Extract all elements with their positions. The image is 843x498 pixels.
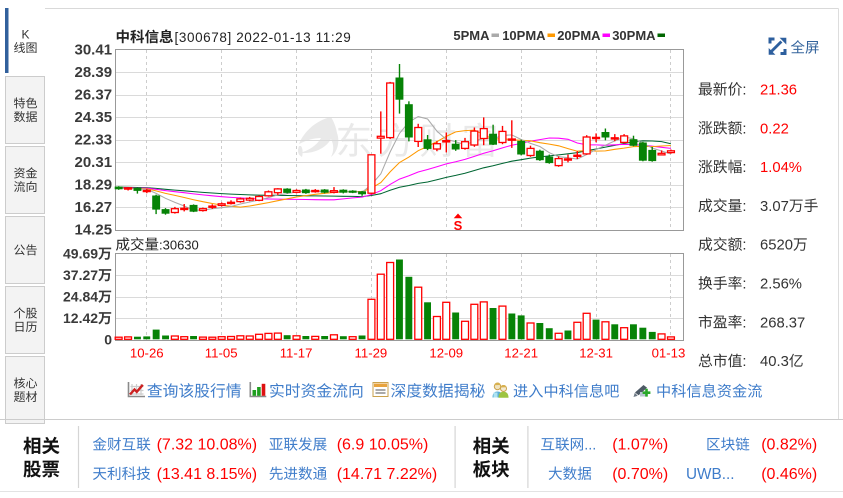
svg-text:11-17: 11-17: [280, 346, 313, 361]
svg-text:UWB...: UWB...: [686, 466, 734, 483]
svg-text::30630: :30630: [159, 238, 199, 253]
svg-text:12-09: 12-09: [429, 346, 463, 361]
svg-text:(0.82%): (0.82%): [761, 437, 817, 454]
svg-text:1.04%: 1.04%: [760, 160, 802, 176]
svg-text::: :: [742, 277, 746, 293]
svg-text:...: ...: [584, 438, 596, 454]
svg-text:(0.70%): (0.70%): [612, 466, 668, 483]
svg-text::: :: [742, 83, 746, 99]
svg-text:16.27: 16.27: [75, 199, 113, 216]
svg-text:0: 0: [104, 332, 112, 348]
svg-text:2.56%: 2.56%: [760, 277, 802, 293]
svg-text:10-26: 10-26: [130, 346, 164, 361]
svg-text:30.41: 30.41: [75, 42, 113, 59]
svg-text:37.27: 37.27: [63, 267, 98, 283]
svg-text:20PMA: 20PMA: [557, 28, 601, 43]
svg-text:(0.46%): (0.46%): [761, 466, 817, 483]
svg-text:10PMA: 10PMA: [502, 28, 546, 43]
svg-text:11-29: 11-29: [355, 346, 388, 361]
svg-text:20.31: 20.31: [75, 154, 113, 171]
svg-text:14.25: 14.25: [75, 222, 113, 239]
svg-text:12-21: 12-21: [504, 346, 538, 361]
svg-text:24.84: 24.84: [63, 289, 98, 305]
svg-text:(1.07%): (1.07%): [612, 437, 668, 454]
svg-text:[300678] 2022-01-13 11:29: [300678] 2022-01-13 11:29: [175, 30, 352, 45]
svg-text:11-05: 11-05: [205, 346, 238, 361]
svg-text:268.37: 268.37: [760, 315, 805, 331]
svg-text:6520: 6520: [760, 238, 793, 254]
svg-text::: :: [742, 121, 746, 137]
svg-text:(14.71 7.22%): (14.71 7.22%): [337, 466, 438, 483]
svg-text:12.42: 12.42: [63, 310, 98, 326]
svg-text:3.07: 3.07: [760, 199, 789, 215]
svg-text:(13.41 8.15%): (13.41 8.15%): [157, 466, 258, 483]
svg-text:40.3: 40.3: [760, 354, 789, 370]
svg-text::: :: [742, 160, 746, 176]
svg-text:18.29: 18.29: [75, 177, 113, 194]
svg-text::: :: [742, 199, 746, 215]
svg-text:K: K: [22, 28, 30, 42]
svg-text:0.22: 0.22: [760, 121, 789, 137]
svg-text:30PMA: 30PMA: [612, 28, 656, 43]
svg-text:49.69: 49.69: [63, 246, 98, 262]
svg-text:24.35: 24.35: [75, 109, 113, 126]
svg-text:01-13: 01-13: [652, 346, 686, 361]
svg-text::: :: [742, 238, 746, 254]
svg-text:(6.9 10.05%): (6.9 10.05%): [337, 437, 429, 454]
svg-text:21.36: 21.36: [760, 83, 797, 99]
svg-text:26.37: 26.37: [75, 87, 113, 104]
svg-text:22.33: 22.33: [75, 132, 113, 149]
svg-text:28.39: 28.39: [75, 64, 113, 81]
svg-text::: :: [742, 315, 746, 331]
svg-text:S: S: [454, 218, 463, 233]
svg-text::: :: [742, 354, 746, 370]
svg-text:(7.32 10.08%): (7.32 10.08%): [157, 437, 258, 454]
svg-text:5PMA: 5PMA: [453, 28, 490, 43]
svg-text:12-31: 12-31: [579, 346, 613, 361]
